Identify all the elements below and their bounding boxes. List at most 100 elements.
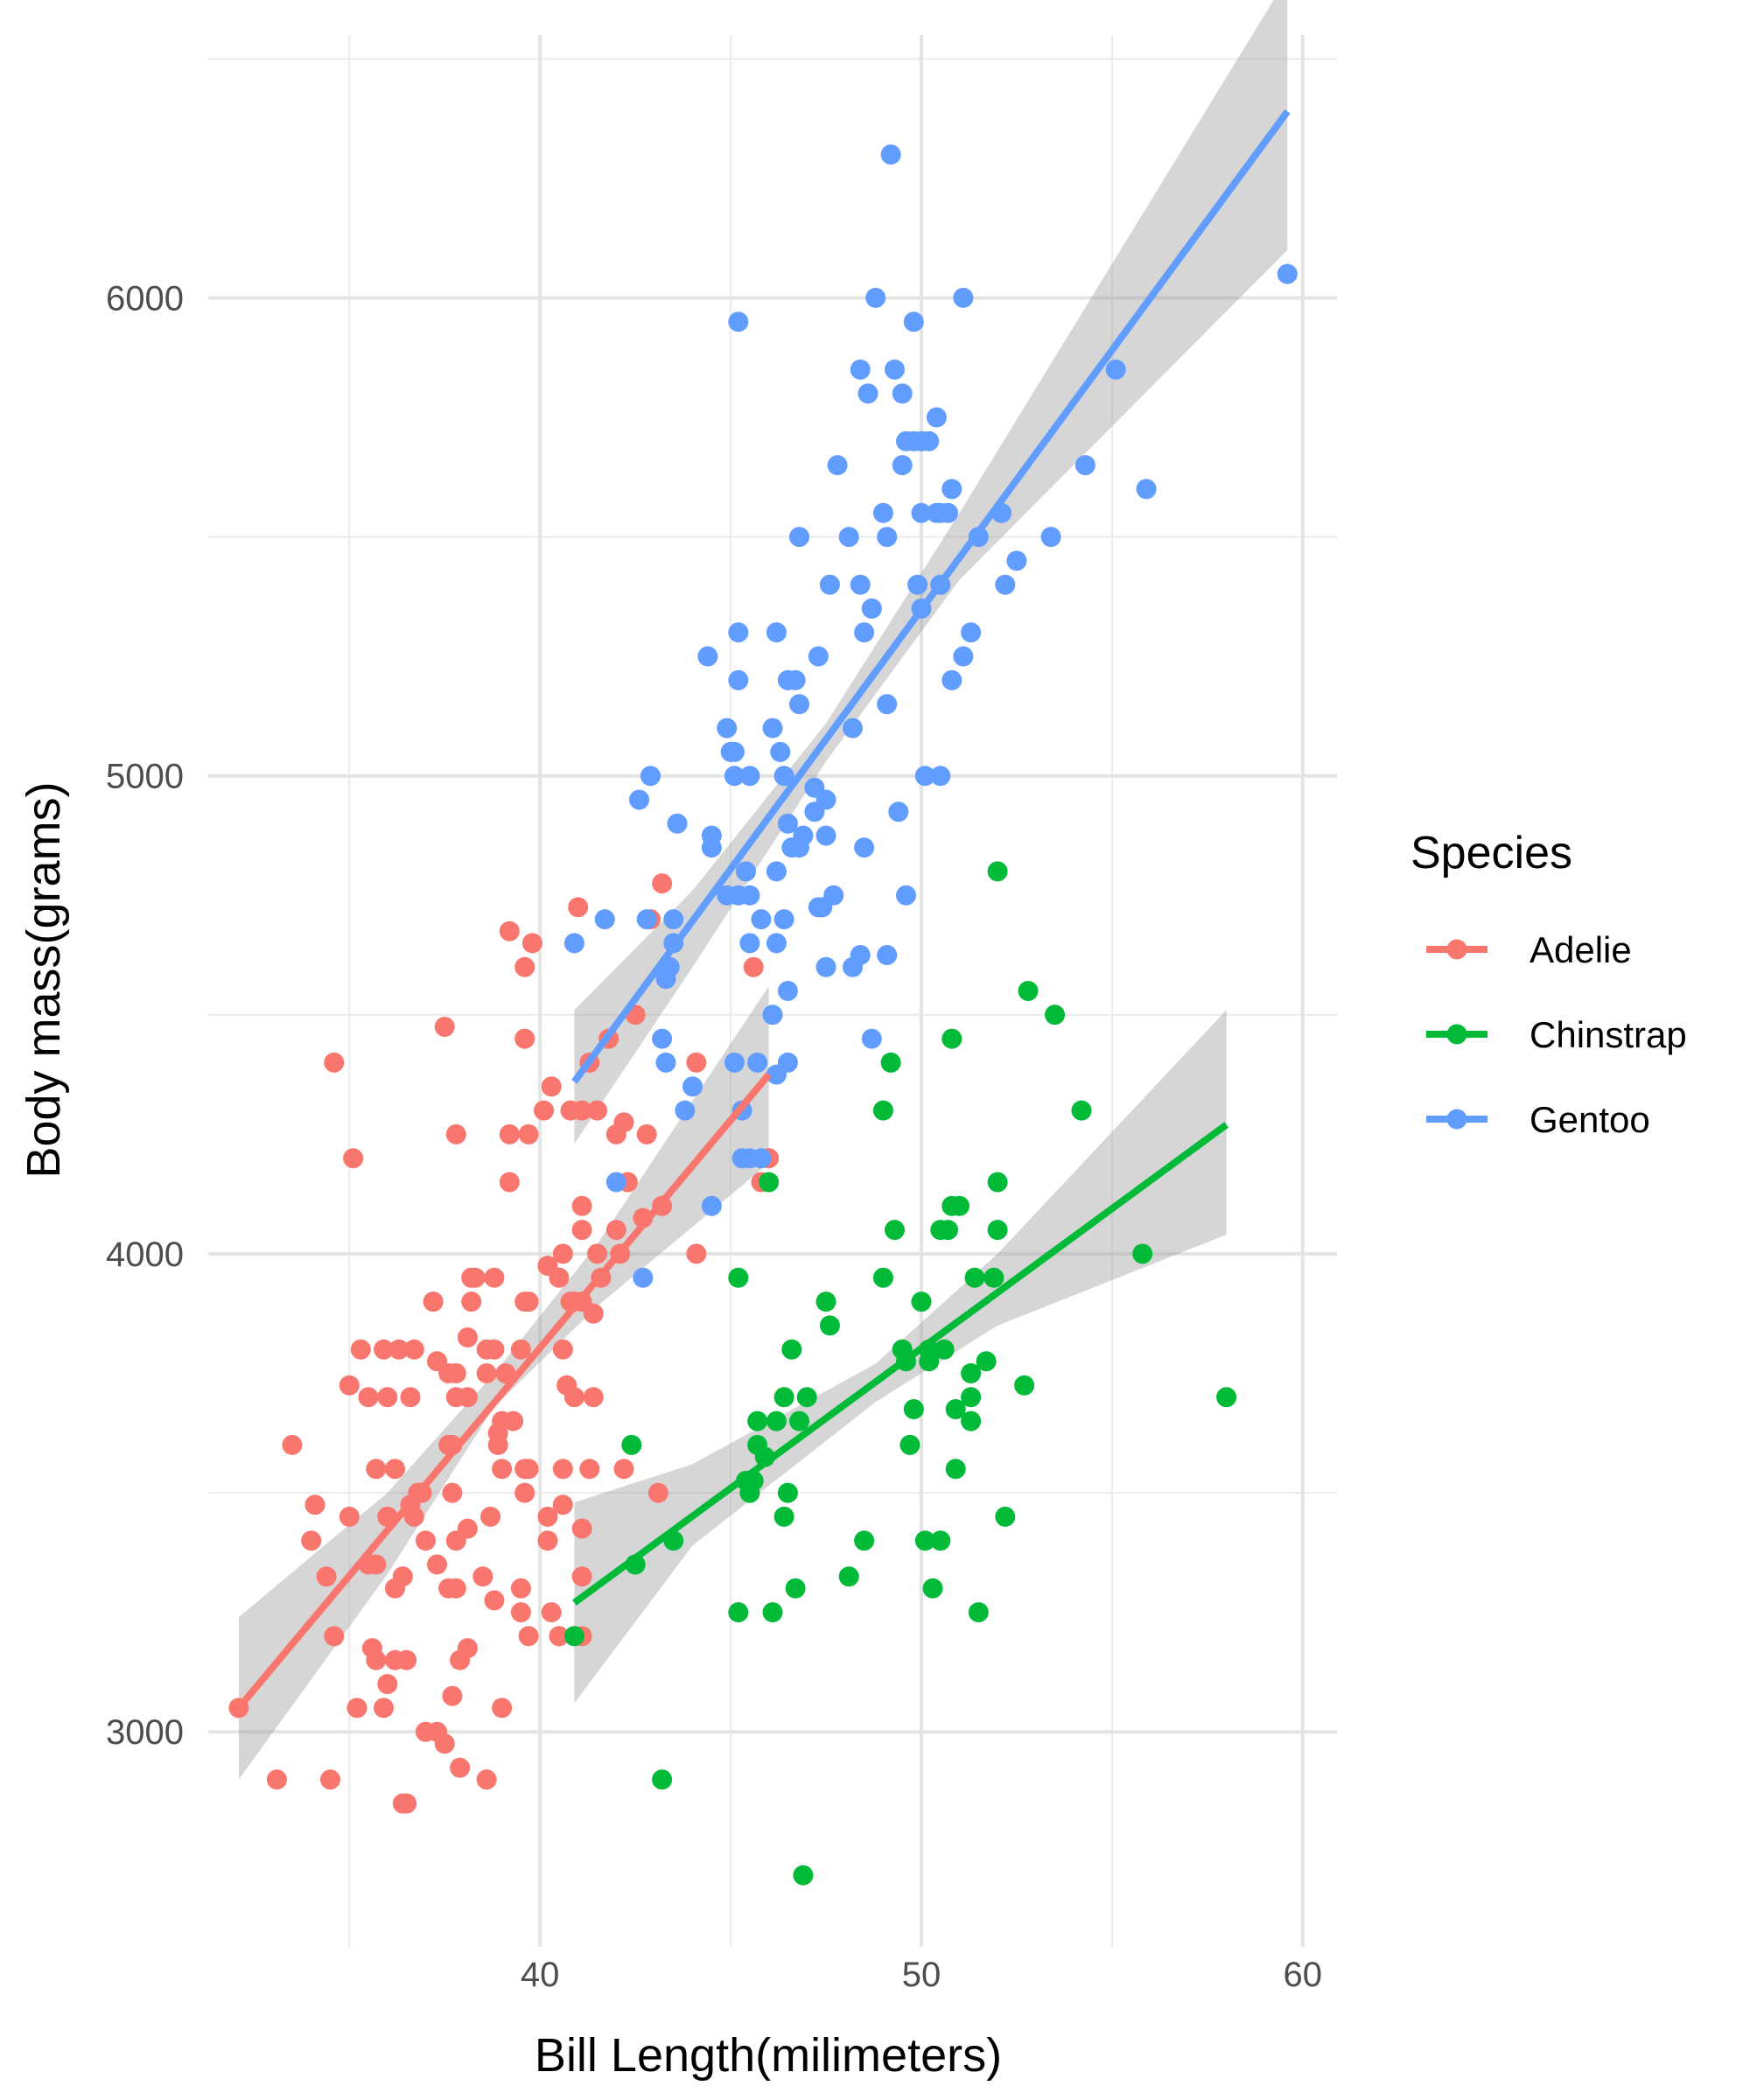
point-chinstrap <box>942 1195 962 1216</box>
point-chinstrap <box>564 1626 584 1647</box>
x-tick-label: 50 <box>902 1956 942 1994</box>
point-gentoo <box>961 622 982 643</box>
point-gentoo <box>724 1052 745 1073</box>
point-adelie <box>484 1339 505 1360</box>
point-adelie <box>556 1375 578 1396</box>
point-gentoo <box>789 527 809 548</box>
point-gentoo <box>701 1195 722 1216</box>
point-gentoo <box>564 933 584 954</box>
legend-label: Adelie <box>1530 929 1632 970</box>
point-adelie <box>549 1626 570 1647</box>
point-chinstrap <box>728 1602 749 1623</box>
point-adelie <box>552 1459 573 1480</box>
fit-line-gentoo <box>571 109 1291 1084</box>
point-gentoo <box>633 1267 654 1288</box>
point-gentoo <box>594 909 615 930</box>
point-chinstrap <box>747 1434 768 1455</box>
point-adelie <box>304 1494 326 1516</box>
point-adelie <box>571 1195 592 1216</box>
regression-lines <box>235 109 1291 1711</box>
point-gentoo <box>655 969 676 990</box>
point-gentoo <box>953 646 974 667</box>
point-gentoo <box>919 430 940 452</box>
point-gentoo <box>667 813 688 834</box>
point-gentoo <box>682 1076 703 1097</box>
point-gentoo <box>701 825 722 846</box>
point-adelie <box>324 1626 345 1647</box>
point-gentoo <box>777 813 798 834</box>
point-adelie <box>343 1148 364 1169</box>
point-adelie <box>484 1267 505 1288</box>
point-adelie <box>374 1698 394 1718</box>
point-gentoo <box>995 574 1016 595</box>
point-gentoo <box>724 766 745 787</box>
point-gentoo <box>877 527 898 548</box>
point-chinstrap <box>911 1292 932 1312</box>
point-gentoo <box>808 646 829 667</box>
point-adelie <box>510 1339 531 1360</box>
point-adelie <box>374 1339 394 1360</box>
point-gentoo <box>777 981 798 1001</box>
point-adelie <box>587 1243 607 1264</box>
point-adelie <box>461 1292 482 1312</box>
point-chinstrap <box>1216 1387 1237 1408</box>
point-adelie <box>492 1698 513 1718</box>
point-chinstrap <box>793 1865 814 1886</box>
point-chinstrap <box>987 1220 1008 1241</box>
point-adelie <box>442 1685 463 1706</box>
point-gentoo <box>926 407 947 428</box>
point-adelie <box>366 1554 387 1575</box>
point-chinstrap <box>930 1530 951 1551</box>
point-adelie <box>324 1052 345 1073</box>
point-adelie <box>583 1387 604 1408</box>
point-adelie <box>266 1769 287 1790</box>
point-adelie <box>499 920 520 942</box>
point-gentoo <box>942 669 962 690</box>
point-gentoo <box>774 909 794 930</box>
point-gentoo <box>819 574 840 595</box>
point-adelie <box>552 1339 573 1360</box>
point-adelie <box>571 1566 592 1587</box>
point-gentoo <box>770 741 791 762</box>
point-gentoo <box>717 718 738 738</box>
point-gentoo <box>636 909 657 930</box>
point-adelie <box>514 1028 536 1049</box>
point-gentoo <box>861 598 882 619</box>
point-gentoo <box>911 502 932 523</box>
point-chinstrap <box>919 1351 940 1372</box>
point-adelie <box>514 1482 536 1503</box>
y-axis-title: Body mass(grams) <box>18 781 70 1178</box>
point-adelie <box>514 956 536 977</box>
point-gentoo <box>930 766 951 787</box>
point-chinstrap <box>785 1578 806 1599</box>
point-chinstrap <box>777 1482 798 1503</box>
point-gentoo <box>843 718 863 738</box>
point-gentoo <box>903 312 924 332</box>
point-gentoo <box>877 694 898 715</box>
point-chinstrap <box>854 1530 875 1551</box>
point-gentoo <box>953 287 974 308</box>
point-adelie <box>480 1506 500 1527</box>
point-gentoo <box>739 933 760 954</box>
point-adelie <box>361 1638 382 1659</box>
point-chinstrap <box>838 1566 859 1587</box>
x-axis-ticks: 40 50 60 <box>521 1956 1322 1994</box>
point-gentoo <box>766 622 787 643</box>
point-gentoo <box>903 430 924 452</box>
point-adelie <box>476 1363 497 1383</box>
point-adelie <box>518 1124 539 1144</box>
x-axis-title: Bill Length(milimeters) <box>535 2029 1002 2082</box>
point-adelie <box>613 1112 634 1133</box>
point-gentoo <box>854 837 875 858</box>
point-gentoo <box>850 574 871 595</box>
point-gentoo <box>1136 479 1157 500</box>
point-adelie <box>537 1506 558 1527</box>
point-gentoo <box>655 1052 676 1073</box>
point-adelie <box>438 1578 459 1599</box>
point-adelie <box>415 1530 436 1551</box>
point-chinstrap <box>938 1220 958 1241</box>
y-tick-label: 5000 <box>106 758 184 796</box>
point-adelie <box>560 1100 581 1121</box>
x-tick-label: 40 <box>521 1956 560 1994</box>
